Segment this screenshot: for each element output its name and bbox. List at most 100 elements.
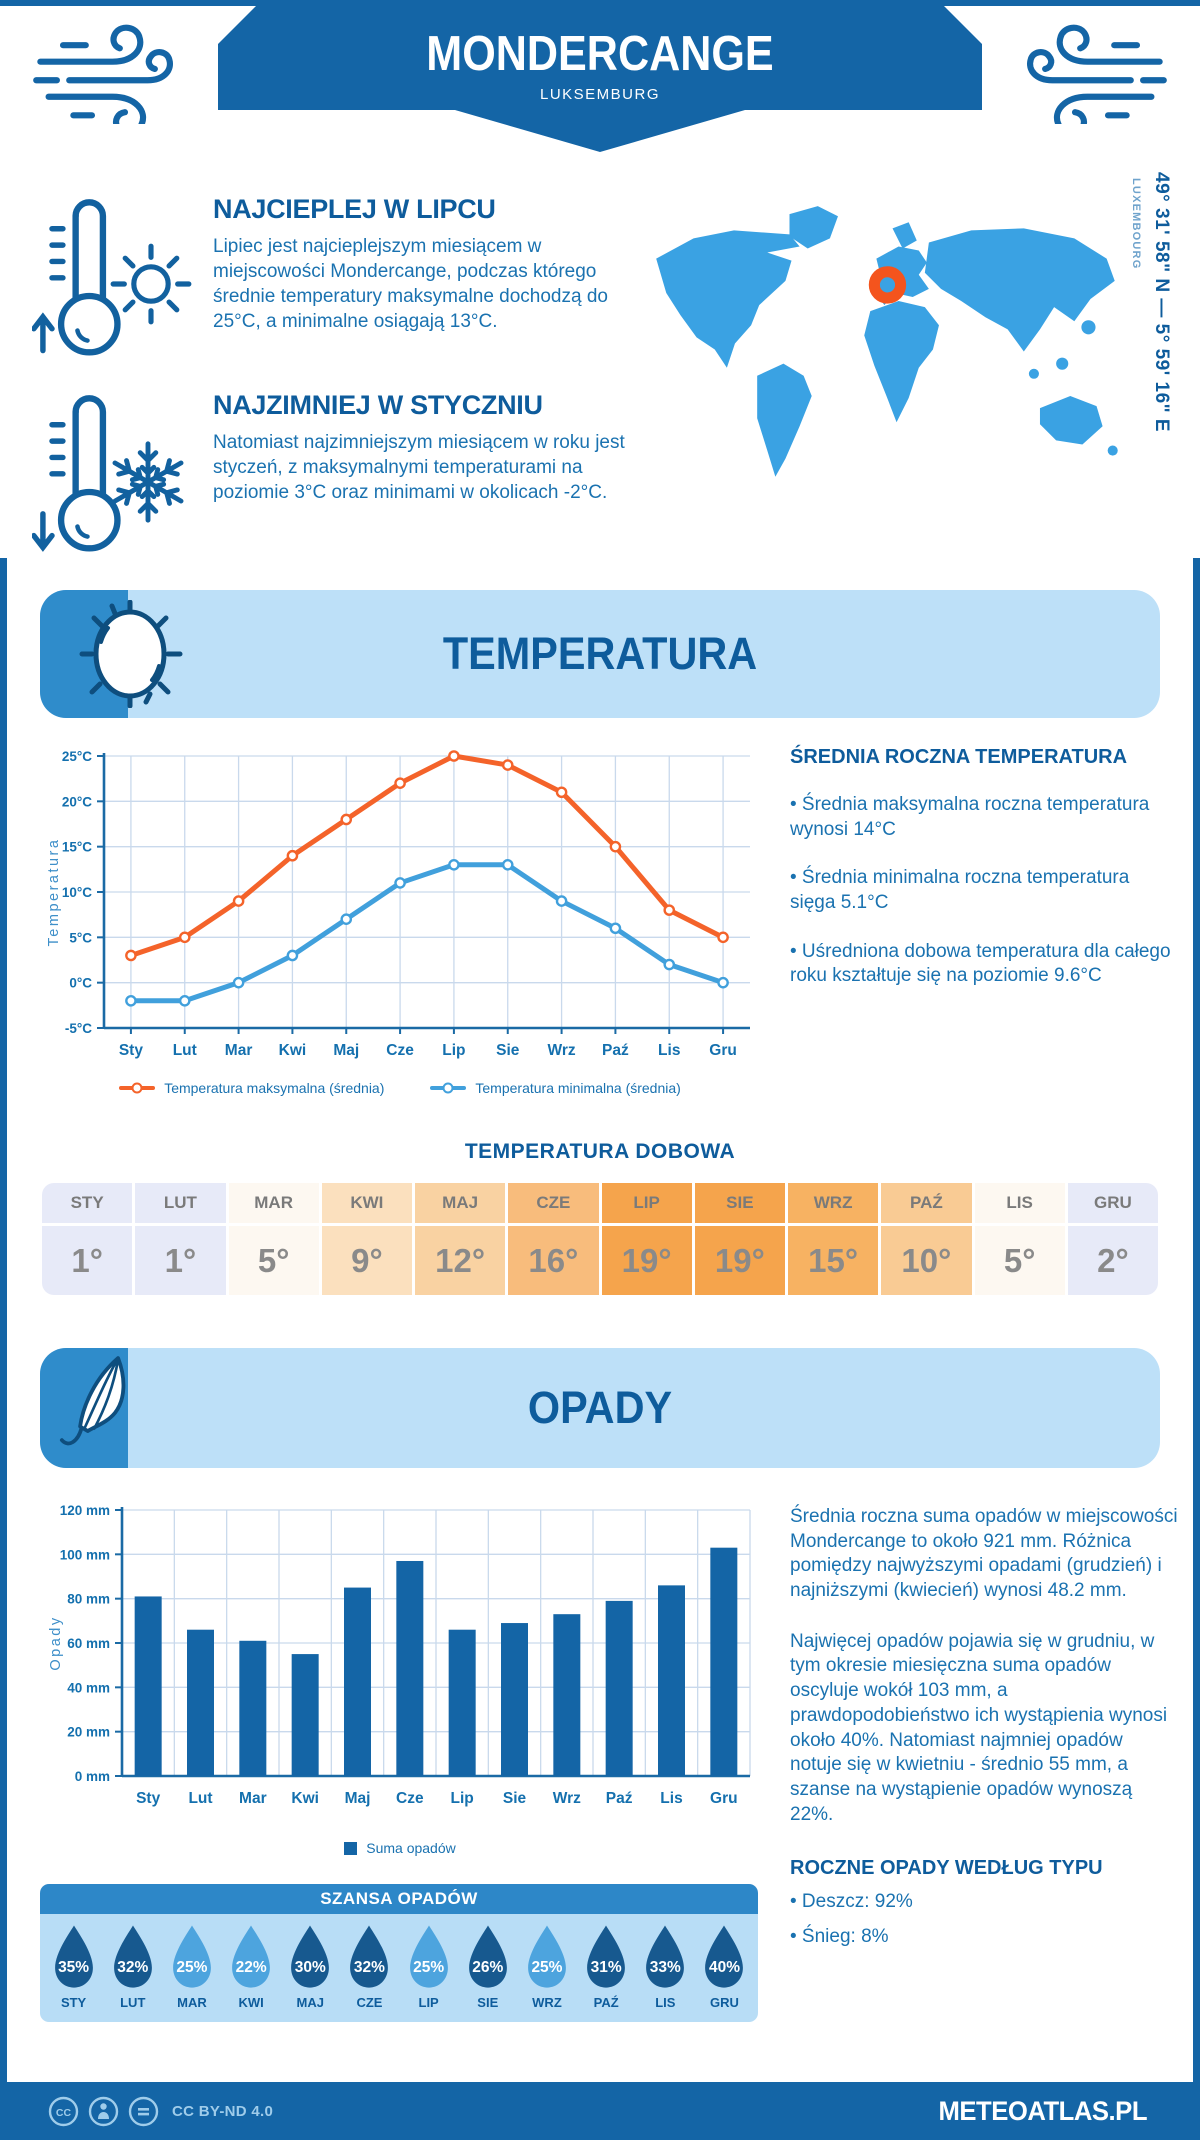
- chance-month: LIP: [418, 1995, 439, 2010]
- chance-percent: 40%: [708, 1959, 740, 1976]
- chance-percent: 25%: [413, 1959, 445, 1976]
- page-border-top: [0, 0, 1200, 6]
- svg-text:60 mm: 60 mm: [67, 1636, 110, 1651]
- daily-temp-month: LUT: [135, 1183, 226, 1226]
- daily-temp-month: WRZ: [788, 1183, 879, 1226]
- bar-Sie: [501, 1623, 528, 1776]
- daily-temp-cell-MAJ: MAJ 12°: [415, 1183, 506, 1295]
- svg-text:25°C: 25°C: [62, 749, 92, 764]
- precipitation-paragraph: Średnia roczna suma opadów w miejscowośc…: [790, 1506, 1178, 1602]
- daily-temp-value: 15°: [808, 1241, 859, 1279]
- precipitation-chance-box: SZANSA OPADÓW 35% STY 32% LUT 25% MAR 22% KWI 30…: [40, 1884, 758, 2022]
- bar-Maj: [344, 1587, 371, 1776]
- precipitation-type-bullets: • Deszcz: 92% • Śnieg: 8%: [790, 1890, 1178, 1949]
- svg-text:Lip: Lip: [451, 1790, 474, 1807]
- daily-temp-cell-STY: STY 1°: [42, 1183, 133, 1295]
- svg-text:Lut: Lut: [173, 1042, 197, 1059]
- cc-nd-icon: [128, 2096, 159, 2126]
- daily-temp-value: 12°: [435, 1241, 486, 1279]
- raindrop-icon: 30%: [283, 1922, 337, 1992]
- bar-Cze: [396, 1560, 424, 1776]
- precipitation-section-title: OPADY: [527, 1382, 673, 1433]
- svg-text:Sie: Sie: [503, 1790, 527, 1807]
- wind-icon: [33, 24, 173, 124]
- wind-icon: [1027, 24, 1167, 124]
- daily-temperature-table: STY 1° LUT 1° MAR 5° KWI 9° MAJ 12° CZE 16° LIP 19° SI…: [42, 1183, 1158, 1295]
- legend-line-marker-min: [430, 1082, 467, 1094]
- chance-drop-CZE: 32% CZE: [340, 1922, 399, 2010]
- svg-text:0 mm: 0 mm: [75, 1769, 110, 1784]
- raindrop-icon: 25%: [165, 1922, 219, 1992]
- chance-percent: 32%: [117, 1959, 149, 1976]
- chance-month: PAŹ: [593, 1995, 619, 2010]
- svg-text:120 mm: 120 mm: [60, 1503, 110, 1518]
- legend-square-marker: [344, 1841, 358, 1855]
- daily-temp-value: 16°: [528, 1241, 579, 1279]
- svg-text:0°C: 0°C: [69, 976, 92, 991]
- cc-icon: CC: [48, 2096, 79, 2126]
- annual-temperature-bullets: • Średnia maksymalna roczna temperatura …: [790, 793, 1172, 989]
- precipitation-banner: OPADY: [40, 1348, 1160, 1468]
- chance-month: LIS: [655, 1995, 676, 2010]
- svg-text:Lis: Lis: [660, 1790, 682, 1807]
- svg-text:Mar: Mar: [225, 1042, 253, 1059]
- chance-drop-LUT: 32% LUT: [103, 1922, 162, 2010]
- raindrop-icon: 33%: [638, 1922, 692, 1992]
- svg-text:Kwi: Kwi: [279, 1042, 307, 1059]
- legend-line-marker-max: [119, 1082, 156, 1094]
- precipitation-paragraph: Najwięcej opadów pojawia się w grudniu, …: [790, 1630, 1168, 1825]
- bar-Gru: [710, 1547, 738, 1776]
- legend-label-min: Temperatura minimalna (średnia): [475, 1080, 681, 1096]
- svg-text:Mar: Mar: [239, 1790, 267, 1807]
- page-subtitle: LUKSEMBURG: [539, 86, 661, 103]
- raindrop-icon: 40%: [697, 1922, 751, 1992]
- daily-temp-cell-LUT: LUT 1°: [135, 1183, 226, 1295]
- temperature-section-title: TEMPERATURA: [442, 628, 758, 679]
- license-label: CC BY-ND 4.0: [172, 2102, 274, 2120]
- precipitation-chart-legend: Suma opadów: [40, 1840, 760, 1856]
- daily-temp-value: 1°: [164, 1241, 197, 1279]
- daily-temp-cell-CZE: CZE 16°: [508, 1183, 599, 1295]
- thermometer-up-icon: [32, 199, 121, 356]
- footer-bar: CC CC BY-ND 4.0 METEOATLAS.PL: [0, 2082, 1200, 2140]
- daily-temp-cell-GRU: GRU 2°: [1067, 1183, 1158, 1295]
- precipitation-type-bullet: • Deszcz: 92%: [790, 1891, 913, 1913]
- legend-item-max: Temperatura maksymalna (średnia): [119, 1080, 384, 1096]
- daily-temp-month: STY: [42, 1183, 133, 1226]
- svg-text:Sty: Sty: [136, 1790, 161, 1807]
- daily-temp-value: 10°: [901, 1241, 952, 1279]
- daily-temp-value: 2°: [1097, 1241, 1129, 1279]
- chance-month: CZE: [356, 1995, 383, 2010]
- precipitation-text-panel: Średnia roczna suma opadów w miejscowośc…: [790, 1505, 1178, 1950]
- svg-text:20°C: 20°C: [62, 794, 92, 809]
- temperature-banner: TEMPERATURA: [40, 590, 1160, 718]
- cc-by-person-icon: [88, 2096, 119, 2126]
- brand-logo: METEOATLAS.PL: [937, 2095, 1147, 2126]
- bar-Sty: [134, 1596, 162, 1776]
- daily-temp-cell-PAŹ: PAŹ 10°: [881, 1183, 972, 1295]
- legend-label-max: Temperatura maksymalna (średnia): [164, 1080, 385, 1096]
- chance-drop-MAR: 25% MAR: [162, 1922, 221, 2010]
- chance-month: GRU: [710, 1995, 739, 2010]
- daily-temp-value: 5°: [1003, 1241, 1036, 1279]
- svg-text:Opady: Opady: [48, 1615, 64, 1670]
- svg-text:Sty: Sty: [119, 1042, 143, 1059]
- raindrop-icon: 25%: [520, 1922, 574, 1992]
- temperature-line-chart: -5°C 0°C 5°C 10°C 15°C 20°C 25°C Sty Lut Mar Kwi Ma…: [46, 749, 750, 1059]
- chance-drop-PAŹ: 31% PAŹ: [577, 1922, 636, 2010]
- svg-text:80 mm: 80 mm: [67, 1592, 110, 1607]
- raindrop-icon: 25%: [402, 1922, 456, 1992]
- svg-text:10°C: 10°C: [62, 885, 92, 900]
- warm-section-text: Lipiec jest najcieplejszym miesiącem w m…: [213, 236, 608, 333]
- world-map: [656, 206, 1118, 477]
- daily-temp-month: GRU: [1067, 1183, 1158, 1226]
- page-border-right: [1193, 558, 1200, 2140]
- svg-text:Gru: Gru: [709, 1042, 737, 1059]
- chance-drop-STY: 35% STY: [44, 1922, 103, 2010]
- chance-month: LUT: [120, 1995, 146, 2010]
- precipitation-type-heading: ROCZNE OPADY WEDŁUG TYPU: [790, 1857, 1103, 1880]
- page-border-left: [0, 558, 7, 2140]
- legend-item-min: Temperatura minimalna (średnia): [430, 1080, 681, 1096]
- raindrop-icon: 35%: [47, 1922, 101, 1992]
- bar-Lis: [658, 1585, 685, 1776]
